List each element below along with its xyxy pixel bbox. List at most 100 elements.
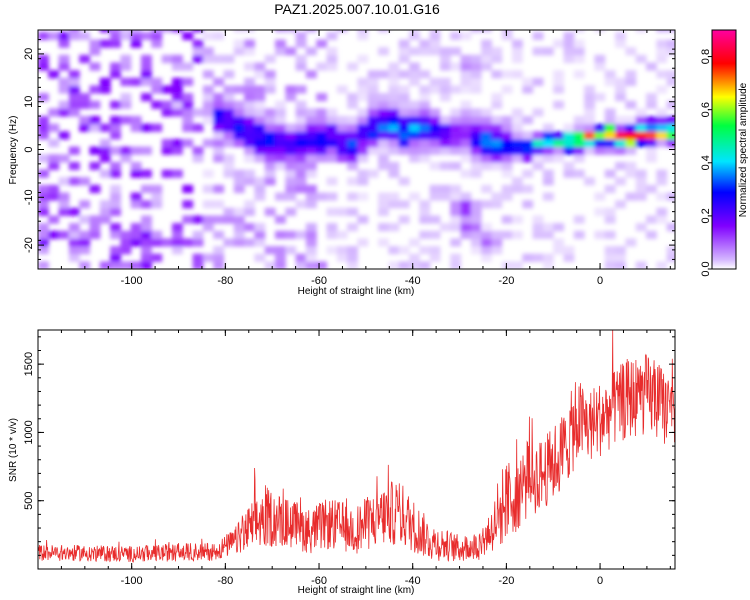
spectrogram-cell [141, 123, 152, 132]
spectrogram-cell [357, 215, 369, 224]
spectrogram-cell [656, 108, 668, 117]
spectrogram-cell [295, 62, 307, 71]
spectrogram-cell [110, 116, 121, 125]
spectrogram-cell [439, 146, 451, 155]
spectrogram-cell [512, 47, 523, 56]
spectrogram-cell [563, 31, 575, 41]
snr-y-axis-label: SNR (10 * v/v) [8, 418, 19, 482]
spectrogram-cell [48, 192, 60, 201]
spectrogram-cell [522, 116, 534, 125]
spectrogram-cell [68, 31, 80, 41]
spectrogram-cell [512, 184, 523, 194]
spectrogram-cell [192, 108, 204, 117]
spectrogram-cell [336, 116, 348, 125]
spectrogram-cell [151, 253, 163, 262]
spectrogram-cell [305, 161, 317, 171]
spectrogram-cell [470, 62, 482, 71]
spectrogram-cell [460, 146, 472, 155]
spectrogram-cell [409, 100, 420, 109]
spectrogram-cell [501, 139, 513, 148]
spectrogram-cell [635, 54, 647, 64]
spectrogram-cell [481, 146, 492, 155]
spectrogram-cell [378, 70, 389, 79]
spectrogram-cell [470, 223, 482, 232]
spectrogram-cell [233, 139, 245, 148]
spectrogram-cell [470, 70, 482, 79]
spectrogram-cell [110, 62, 121, 71]
spectrogram-cell [295, 100, 307, 109]
spectrogram-cell [89, 123, 101, 132]
spectrogram-cell [68, 70, 80, 79]
spectrogram-cell [130, 39, 142, 48]
spectrogram-cell [481, 47, 492, 56]
spectrogram-cell [501, 169, 513, 178]
spectrogram-cell [264, 70, 276, 79]
spectrogram-cell [460, 77, 472, 86]
spectrogram-cell [646, 139, 657, 148]
spectrogram-cell [666, 253, 675, 262]
spectrogram-cell [316, 39, 328, 48]
spectrogram-cell [151, 100, 163, 109]
spectrogram-cell [409, 139, 420, 148]
spectrogram-cell [130, 30, 142, 33]
spectrogram-cell [110, 230, 121, 239]
spectrogram-cell [429, 116, 441, 125]
x-tick-label: -80 [217, 575, 233, 587]
spectrogram-cell [326, 123, 338, 132]
spectrogram-cell [58, 230, 70, 239]
spectrogram-cell [398, 177, 410, 186]
x-tick-label: 0 [597, 275, 603, 287]
spectrogram-cell [192, 47, 204, 56]
spectrogram-cell [182, 215, 194, 224]
spectrogram-cell [336, 85, 348, 94]
spectrogram-cell [429, 30, 441, 33]
spectrogram-cell [223, 154, 235, 163]
spectrogram-cell [419, 207, 431, 216]
spectrogram-cell [89, 184, 101, 194]
spectrogram-cell [409, 261, 420, 269]
spectrogram-cell [316, 154, 328, 163]
spectrogram-cell [460, 192, 472, 201]
spectrogram-cell [48, 139, 60, 148]
spectrogram-cell [522, 184, 534, 194]
spectrogram-cell [213, 54, 225, 64]
spectrogram-cell [182, 139, 194, 148]
spectrogram-cell [130, 31, 142, 41]
spectrogram-cell [254, 62, 266, 71]
spectrogram-cell [615, 177, 626, 186]
spectrogram-cell [305, 154, 317, 163]
spectrogram-cell [99, 139, 111, 148]
spectrogram-cell [110, 184, 121, 194]
spectrogram-cell [594, 139, 606, 148]
spectrogram-cell [233, 238, 245, 247]
spectrogram-cell [625, 123, 637, 132]
spectrogram-cell [305, 116, 317, 125]
spectrogram-cell [491, 47, 503, 56]
colorbar-tick-label: 0.8 [700, 49, 712, 64]
spectrogram-cell [264, 261, 276, 269]
spectrogram-cell [233, 230, 245, 239]
spectrogram-cell [522, 139, 534, 148]
spectrogram-cell [367, 70, 379, 79]
spectrogram-cell [646, 131, 657, 140]
spectrogram-cell [38, 131, 49, 140]
spectrogram-cell [38, 207, 49, 216]
spectrogram-cell [656, 54, 668, 64]
spectrogram-cell [202, 108, 214, 117]
spectrogram-cell [58, 77, 70, 86]
spectrogram-cell [584, 85, 595, 94]
spectrogram-cell [594, 54, 606, 64]
spectrogram-cell [151, 77, 163, 86]
spectrogram-cell [213, 261, 225, 269]
spectrogram-cell [615, 253, 626, 262]
spectrogram-cell [58, 200, 70, 209]
spectrogram-cell [192, 39, 204, 48]
spectrogram-cell [316, 192, 328, 201]
spectrogram-cell [512, 261, 523, 269]
spectrogram-cell [388, 93, 400, 102]
spectrogram-cell [110, 70, 121, 79]
colorbar-label: Normalized spectral amplitude [738, 82, 749, 217]
spectrogram-cell [305, 192, 317, 201]
spectrogram-cell [38, 116, 49, 125]
spectrogram-cell [264, 54, 276, 64]
